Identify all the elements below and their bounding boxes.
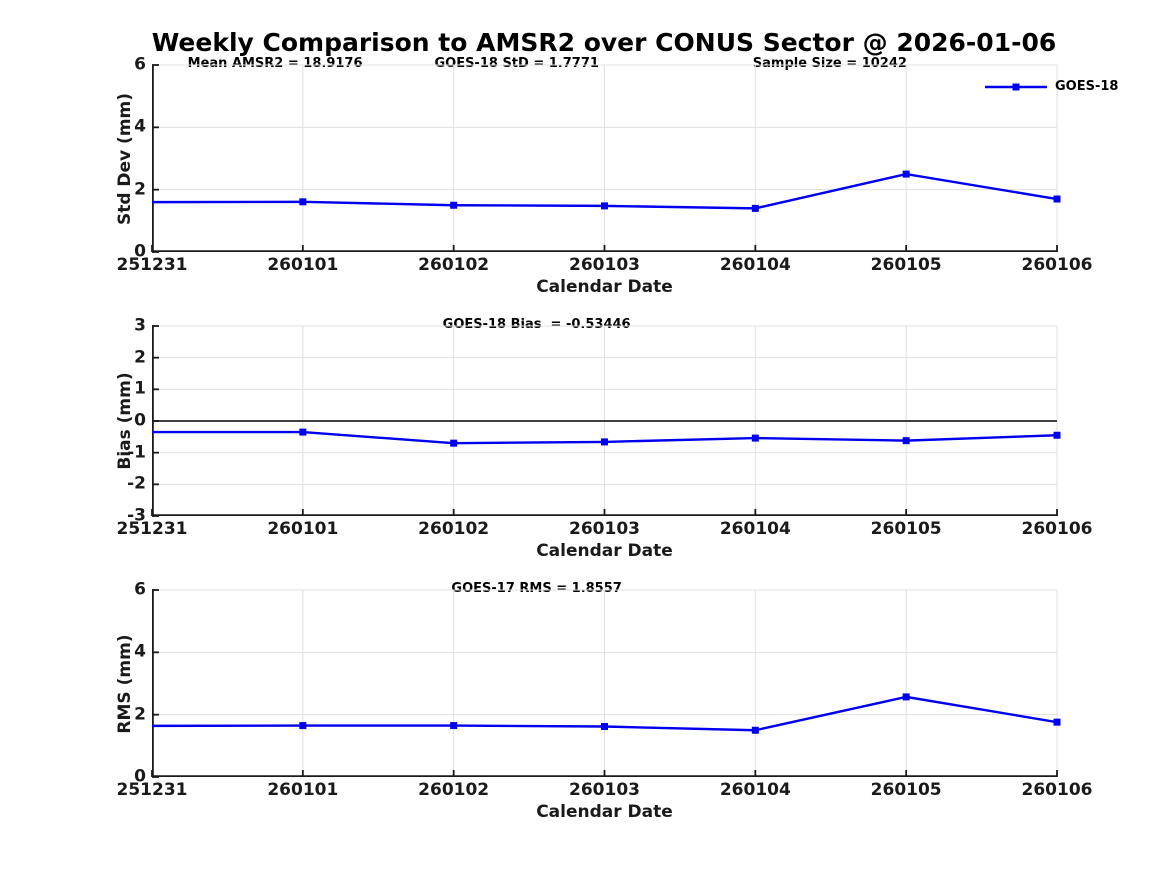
y-tick-label: 6: [134, 54, 146, 75]
bias-chart-canvas: 251231 260101 260102 260103 260104 260105 2601…: [117, 316, 1093, 539]
x-tick-label: 260101: [267, 519, 339, 539]
bias-x-axis-label: Calendar Date: [536, 541, 673, 561]
y-tick-label: 1: [134, 378, 146, 399]
x-tick-label: 260102: [418, 255, 490, 275]
y-tick-label: 2: [134, 704, 146, 725]
stddev-plot: Mean AMSR2 = 18.9176 GOES-18 StD = 1.777…: [115, 55, 1118, 297]
x-tick-label: 260106: [1021, 255, 1093, 275]
annotation-goes18-std: GOES-18 StD = 1.7771: [434, 56, 599, 71]
x-tick-label: 251231: [116, 780, 188, 800]
x-tick-label: 260104: [719, 255, 791, 275]
stddev-y-axis-label: Std Dev (mm): [115, 92, 135, 225]
x-tick-label: 260103: [569, 780, 640, 800]
stddev-x-axis-label: Calendar Date: [536, 277, 673, 297]
rms-chart-canvas: 251231 260101 260102 260103 260104 260105 2601…: [117, 580, 1093, 800]
y-tick-label: -2: [127, 473, 146, 494]
data-point-marker: [902, 437, 910, 445]
y-tick-label: 4: [134, 641, 146, 662]
data-point-marker: [902, 170, 910, 178]
bias-plot: GOES-18 Bias = -0.53446 Bias (mm) 251231…: [115, 316, 1093, 561]
x-tick-label: 260101: [267, 780, 339, 800]
x-tick-label: 260105: [870, 780, 942, 800]
data-point-marker: [902, 693, 910, 701]
rms-y-axis-label: RMS (mm): [115, 633, 135, 734]
data-point-marker: [751, 204, 759, 212]
plot-svg: [151, 325, 1061, 517]
data-point-marker: [450, 201, 458, 209]
x-tick-label: 260104: [719, 780, 791, 800]
data-point-marker: [1053, 718, 1061, 726]
annotation-goes17-rms: GOES-17 RMS = 1.8557: [451, 581, 622, 596]
y-tick-label: 2: [134, 179, 146, 200]
y-tick-label: 6: [134, 579, 146, 600]
data-point-marker: [1053, 431, 1061, 439]
data-point-marker: [1053, 195, 1061, 203]
x-tick-label: 260102: [418, 519, 490, 539]
y-tick-label: 0: [134, 241, 146, 262]
rms-plot: GOES-17 RMS = 1.8557 RMS (mm) 251231 2601…: [115, 580, 1093, 822]
x-tick-label: 260106: [1021, 780, 1093, 800]
data-point-marker: [299, 722, 307, 730]
x-tick-label: 260106: [1021, 519, 1093, 539]
x-tick-label: 260104: [719, 519, 791, 539]
data-point-marker: [601, 438, 608, 446]
x-tick-label: 260101: [267, 255, 339, 275]
y-tick-label: 2: [134, 347, 146, 368]
stddev-chart-canvas: 251231 260101 260102 260103 260104 260105 2601…: [117, 55, 1093, 275]
data-point-marker: [450, 439, 458, 447]
x-tick-label: 251231: [116, 255, 188, 275]
y-tick-label: 0: [134, 410, 146, 431]
annotation-sample-size: Sample Size = 10242: [752, 56, 907, 71]
annotation-goes18-bias: GOES-18 Bias = -0.53446: [442, 317, 631, 332]
legend-series-label: GOES-18: [1055, 79, 1119, 94]
y-tick-label: 4: [134, 116, 146, 137]
plot-svg: [151, 64, 1061, 253]
x-tick-label: 251231: [116, 519, 188, 539]
legend: GOES-18: [985, 79, 1118, 95]
data-point-marker: [601, 723, 608, 731]
plot-svg: [151, 589, 1061, 778]
data-point-marker: [299, 198, 307, 206]
rms-x-axis-label: Calendar Date: [536, 802, 673, 822]
data-point-marker: [601, 202, 608, 210]
data-point-marker: [751, 726, 759, 734]
y-tick-label: -1: [127, 442, 146, 463]
annotation-mean-amsr2: Mean AMSR2 = 18.9176: [187, 56, 363, 71]
y-tick-label: 0: [134, 766, 146, 787]
data-point-marker: [299, 428, 307, 436]
y-tick-label: 3: [134, 315, 146, 336]
data-point-marker: [450, 722, 458, 730]
legend-line-sample: [985, 83, 1047, 91]
data-point-marker: [751, 434, 759, 442]
x-tick-label: 260103: [569, 519, 640, 539]
y-tick-label: -3: [127, 505, 146, 526]
x-tick-label: 260105: [870, 519, 942, 539]
x-tick-label: 260105: [870, 255, 942, 275]
x-tick-label: 260103: [569, 255, 640, 275]
x-tick-label: 260102: [418, 780, 490, 800]
figure-title: Weekly Comparison to AMSR2 over CONUS Se…: [151, 28, 1057, 57]
